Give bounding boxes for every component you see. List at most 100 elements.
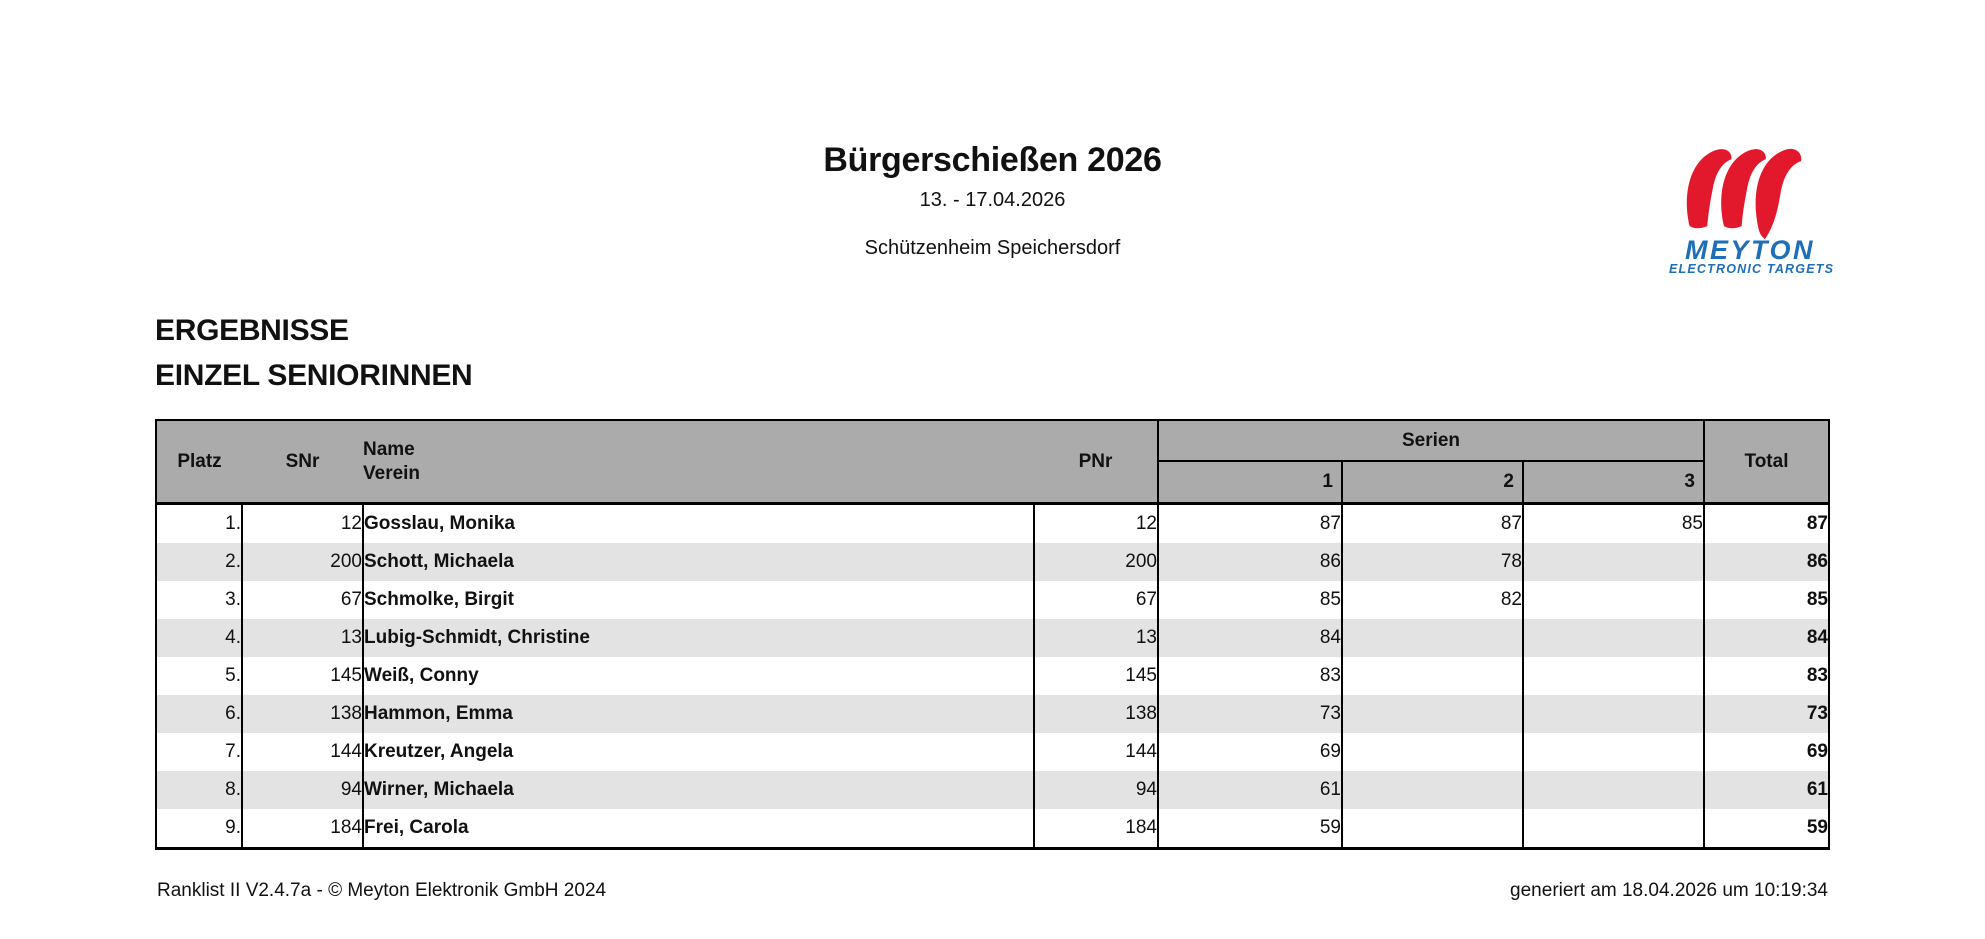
table-row: 6. 138 Hammon, Emma 138 73 73 — [156, 695, 1829, 733]
cell-platz: 4. — [156, 619, 243, 657]
cell-serie-3: 85 — [1523, 503, 1705, 543]
cell-serie-2 — [1342, 809, 1524, 849]
cell-name: Wirner, Michaela — [363, 771, 1035, 809]
cell-pnr: 145 — [1034, 657, 1159, 695]
cell-snr: 200 — [242, 543, 364, 581]
cell-snr: 67 — [242, 581, 364, 619]
meyton-wordmark: MEYTON — [1684, 235, 1815, 265]
cell-serie-3 — [1523, 543, 1705, 581]
cell-pnr: 138 — [1034, 695, 1159, 733]
cell-name: Gosslau, Monika — [363, 503, 1035, 543]
meyton-logo: MEYTON ELECTRONIC TARGETS — [1669, 137, 1833, 282]
col-header-name: Name — [363, 438, 415, 460]
col-header-serie-1: 1 — [1157, 461, 1342, 505]
cell-pnr: 94 — [1034, 771, 1159, 809]
cell-serie-1: 69 — [1158, 733, 1343, 771]
cell-total: 59 — [1806, 817, 1828, 838]
table-row: 1. 12 Gosslau, Monika 12 87 87 85 87 — [156, 503, 1829, 543]
col-header-verein: Verein — [363, 462, 421, 484]
cell-snr: 145 — [242, 657, 364, 695]
table-row: 8. 94 Wirner, Michaela 94 61 61 — [156, 771, 1829, 809]
col-header-name-verein: Name Verein — [363, 420, 1034, 505]
cell-total: 73 — [1806, 703, 1828, 724]
cell-pnr: 67 — [1034, 581, 1159, 619]
cell-serie-1: 73 — [1158, 695, 1343, 733]
cell-name: Frei, Carola — [363, 809, 1035, 849]
table-row: 7. 144 Kreutzer, Angela 144 69 69 — [156, 733, 1829, 771]
cell-name: Schott, Michaela — [363, 543, 1035, 581]
event-date-range: 13. - 17.04.2026 — [919, 189, 1066, 211]
cell-serie-3 — [1523, 771, 1705, 809]
cell-serie-3 — [1523, 809, 1705, 849]
cell-serie-2 — [1342, 619, 1524, 657]
event-title: Bürgerschießen 2026 — [823, 141, 1162, 179]
cell-serie-2: 78 — [1342, 543, 1524, 581]
footer-generated-timestamp: generiert am 18.04.2026 um 10:19:34 — [1510, 880, 1828, 901]
cell-serie-3 — [1523, 581, 1705, 619]
cell-platz: 9. — [156, 809, 243, 849]
cell-serie-3 — [1523, 657, 1705, 695]
cell-platz: 5. — [156, 657, 243, 695]
cell-serie-2 — [1342, 695, 1524, 733]
cell-platz: 7. — [156, 733, 243, 771]
cell-name: Kreutzer, Angela — [363, 733, 1035, 771]
cell-total: 61 — [1806, 779, 1828, 800]
cell-platz: 3. — [156, 581, 243, 619]
cell-snr: 12 — [242, 503, 364, 543]
results-heading-line2: EINZEL SENIORINNEN — [155, 359, 473, 392]
cell-serie-3 — [1523, 733, 1705, 771]
table-row: 2. 200 Schott, Michaela 200 86 78 86 — [156, 543, 1829, 581]
cell-serie-3 — [1523, 695, 1705, 733]
table-row: 4. 13 Lubig-Schmidt, Christine 13 84 84 — [156, 619, 1829, 657]
cell-serie-1: 86 — [1158, 543, 1343, 581]
cell-platz: 2. — [156, 543, 243, 581]
cell-pnr: 13 — [1034, 619, 1159, 657]
cell-serie-2 — [1342, 657, 1524, 695]
meyton-m-icon — [1686, 148, 1802, 240]
cell-total: 84 — [1806, 627, 1828, 648]
cell-pnr: 200 — [1034, 543, 1159, 581]
cell-snr: 13 — [242, 619, 364, 657]
cell-serie-1: 85 — [1158, 581, 1343, 619]
cell-serie-2 — [1342, 733, 1524, 771]
results-heading: ERGEBNISSE EINZEL SENIORINNEN — [155, 308, 473, 398]
results-table: Platz SNr Name Verein PNr Serien Total 1… — [155, 419, 1830, 850]
cell-serie-1: 83 — [1158, 657, 1343, 695]
cell-platz: 8. — [156, 771, 243, 809]
cell-snr: 184 — [242, 809, 364, 849]
cell-pnr: 184 — [1034, 809, 1159, 849]
results-table-container: Platz SNr Name Verein PNr Serien Total 1… — [155, 419, 1830, 850]
cell-name: Hammon, Emma — [363, 695, 1035, 733]
cell-snr: 144 — [242, 733, 364, 771]
cell-total: 69 — [1806, 741, 1828, 762]
col-header-serien-group: Serien — [1157, 420, 1705, 462]
col-header-snr: SNr — [242, 420, 363, 505]
cell-snr: 138 — [242, 695, 364, 733]
cell-name: Schmolke, Birgit — [363, 581, 1035, 619]
results-heading-line1: ERGEBNISSE — [155, 314, 349, 347]
cell-serie-1: 87 — [1158, 503, 1343, 543]
col-header-serie-3: 3 — [1522, 461, 1705, 505]
cell-serie-2 — [1342, 771, 1524, 809]
col-header-platz: Platz — [156, 420, 242, 505]
table-row: 9. 184 Frei, Carola 184 59 59 — [156, 809, 1829, 849]
event-venue: Schützenheim Speichersdorf — [864, 237, 1121, 259]
cell-platz: 1. — [156, 503, 243, 543]
cell-total: 85 — [1806, 589, 1828, 610]
table-row: 3. 67 Schmolke, Birgit 67 85 82 85 — [156, 581, 1829, 619]
col-header-total: Total — [1703, 420, 1829, 505]
footer-version-text: Ranklist II V2.4.7a - © Meyton Elektroni… — [157, 880, 607, 901]
cell-pnr: 144 — [1034, 733, 1159, 771]
cell-serie-1: 61 — [1158, 771, 1343, 809]
table-subheader-row: 1 2 3 — [156, 461, 1829, 505]
cell-name: Weiß, Conny — [363, 657, 1035, 695]
table-header-row: Platz SNr Name Verein PNr Serien Total — [156, 420, 1829, 505]
cell-serie-1: 84 — [1158, 619, 1343, 657]
cell-name: Lubig-Schmidt, Christine — [363, 619, 1035, 657]
cell-serie-3 — [1523, 619, 1705, 657]
col-header-serie-2: 2 — [1341, 461, 1523, 505]
cell-total: 83 — [1806, 665, 1828, 686]
cell-snr: 94 — [242, 771, 364, 809]
col-header-pnr: PNr — [1034, 420, 1158, 505]
